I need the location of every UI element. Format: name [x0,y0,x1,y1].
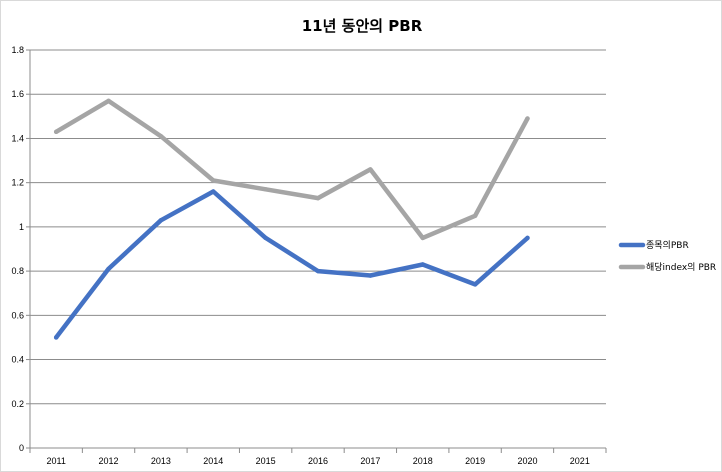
data-point [53,335,59,340]
data-point [420,235,425,241]
y-tick-label: 1.6 [11,89,24,99]
x-tick-label: 2015 [256,456,276,466]
y-tick-label: 0 [19,443,24,453]
y-tick-label: 0.4 [11,355,24,365]
x-tick-label: 2019 [465,456,485,466]
data-point [211,178,216,183]
data-point [263,187,268,192]
series-line [53,98,530,241]
data-point [211,189,216,194]
y-tick-label: 1.2 [11,178,24,188]
x-tick-label: 2012 [99,456,119,466]
data-point [368,273,373,278]
data-point [315,195,321,201]
x-tick-label: 2018 [413,456,433,466]
y-tick-label: 1.4 [11,133,24,143]
legend: 종목의PBR 해당index의 PBR [618,240,716,273]
data-point [158,134,164,139]
data-point [158,218,164,223]
series-lines [53,98,530,340]
data-point [368,167,373,172]
y-tick-label: 0.8 [11,266,24,276]
x-tick-label: 2013 [151,456,171,466]
axes: 0 0.2 0.4 0.6 0.8 1 1.2 1.4 1.6 1.8 2011 2012 2013 20… [11,45,607,466]
data-point [420,262,425,267]
data-point [472,282,478,287]
y-tick-label: 1 [19,222,24,232]
legend-label: 해당index의 PBR [646,262,716,273]
chart-title: 11년 동안의 PBR [302,17,423,35]
y-tick-label: 1.8 [11,45,24,55]
data-point [263,235,268,241]
data-point [106,266,111,272]
legend-label: 종목의PBR [646,240,689,251]
data-point [106,98,111,104]
data-point [315,268,321,274]
y-tick-label: 0.6 [11,310,24,320]
data-point [525,235,530,241]
data-point [525,116,530,121]
x-tick-label: 2011 [47,456,66,466]
x-tick-label: 2020 [517,456,537,466]
x-tick-label: 2016 [308,456,328,466]
y-tick-label: 0.2 [11,399,24,409]
x-tick-label: 2014 [203,456,223,466]
gridlines [30,49,606,405]
data-point [472,213,478,219]
series-line [53,189,530,340]
data-point [53,129,59,135]
x-tick-label: 2021 [570,456,590,466]
x-tick-label: 2017 [360,456,380,466]
